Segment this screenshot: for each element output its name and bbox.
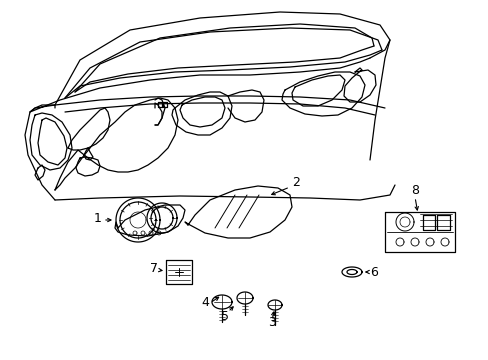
Text: 7: 7	[150, 261, 158, 274]
Text: 2: 2	[291, 176, 299, 189]
Text: 3: 3	[267, 315, 275, 328]
Text: 4: 4	[201, 296, 208, 309]
Text: 5: 5	[221, 310, 228, 323]
Text: 1: 1	[94, 211, 102, 225]
Text: 6: 6	[369, 266, 377, 279]
Text: 8: 8	[410, 184, 418, 197]
